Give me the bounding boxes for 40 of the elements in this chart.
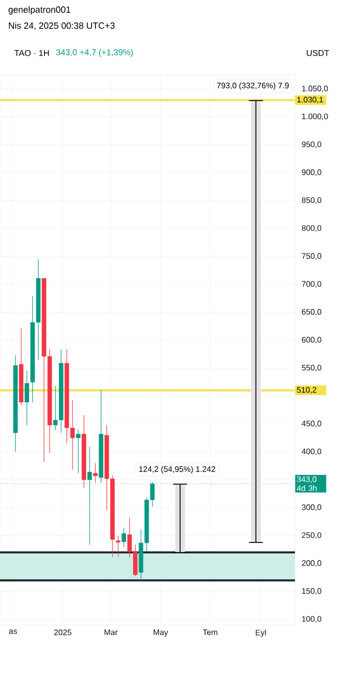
- annotation: 124,2 (54,95%) 1.242: [139, 466, 216, 474]
- y-tick-label: 600,0: [302, 336, 322, 344]
- y-tick-label: 750,0: [302, 253, 322, 260]
- ref-line-label: 1.030,1: [297, 96, 323, 104]
- x-tick-label: Eyl: [256, 630, 266, 637]
- y-axis-title: USDT: [306, 50, 330, 56]
- annotation: 793,0 (332,76%) 7.9: [217, 82, 289, 90]
- y-tick-label: 950,0: [302, 141, 322, 148]
- y-tick-label: 1.050,0: [302, 86, 328, 92]
- y-tick-label: 200,0: [302, 560, 322, 567]
- chart-title: TAO · 1H: [14, 50, 49, 56]
- ref-line-label: 343,0 4d 3h: [296, 476, 317, 492]
- text: genelpatron001: [8, 6, 70, 15]
- x-tick-label: Mar: [104, 630, 118, 636]
- y-tick-label: 300,0: [302, 504, 322, 512]
- y-tick-label: 450,0: [302, 420, 322, 428]
- y-tick-label: 650,0: [302, 309, 322, 316]
- y-tick-label: 900,0: [302, 169, 322, 176]
- y-tick-label: 700,0: [302, 281, 322, 288]
- text: Nis 24, 2025 00:38 UTC+3: [8, 22, 115, 30]
- candlestick: [76, 429, 80, 474]
- ref-line-label: 510,2: [297, 387, 316, 394]
- y-tick-label: 400,0: [302, 448, 322, 456]
- y-tick-label: 100,0: [302, 616, 322, 623]
- y-tick-label: 250,0: [302, 532, 322, 539]
- x-tick-label: as: [9, 630, 17, 634]
- candlestick: [87, 446, 92, 545]
- y-tick-label: 150,0: [302, 588, 322, 595]
- x-tick-label: 2025: [54, 630, 72, 636]
- x-tick-label: Tem: [202, 630, 218, 636]
- x-tick-label: May: [154, 630, 168, 637]
- y-tick-label: 800,0: [302, 225, 322, 232]
- y-tick-label: 550,0: [302, 364, 322, 372]
- candlestick: [116, 535, 120, 558]
- y-tick-label: 1.000,0: [302, 114, 328, 120]
- candlestick: [122, 528, 126, 548]
- candlestick: [24, 370, 30, 426]
- y-tick-label: 850,0: [302, 197, 322, 204]
- candlestick: [93, 462, 98, 483]
- chart-subtitle: 343,0 +4,7 (+1,39%): [56, 49, 133, 57]
